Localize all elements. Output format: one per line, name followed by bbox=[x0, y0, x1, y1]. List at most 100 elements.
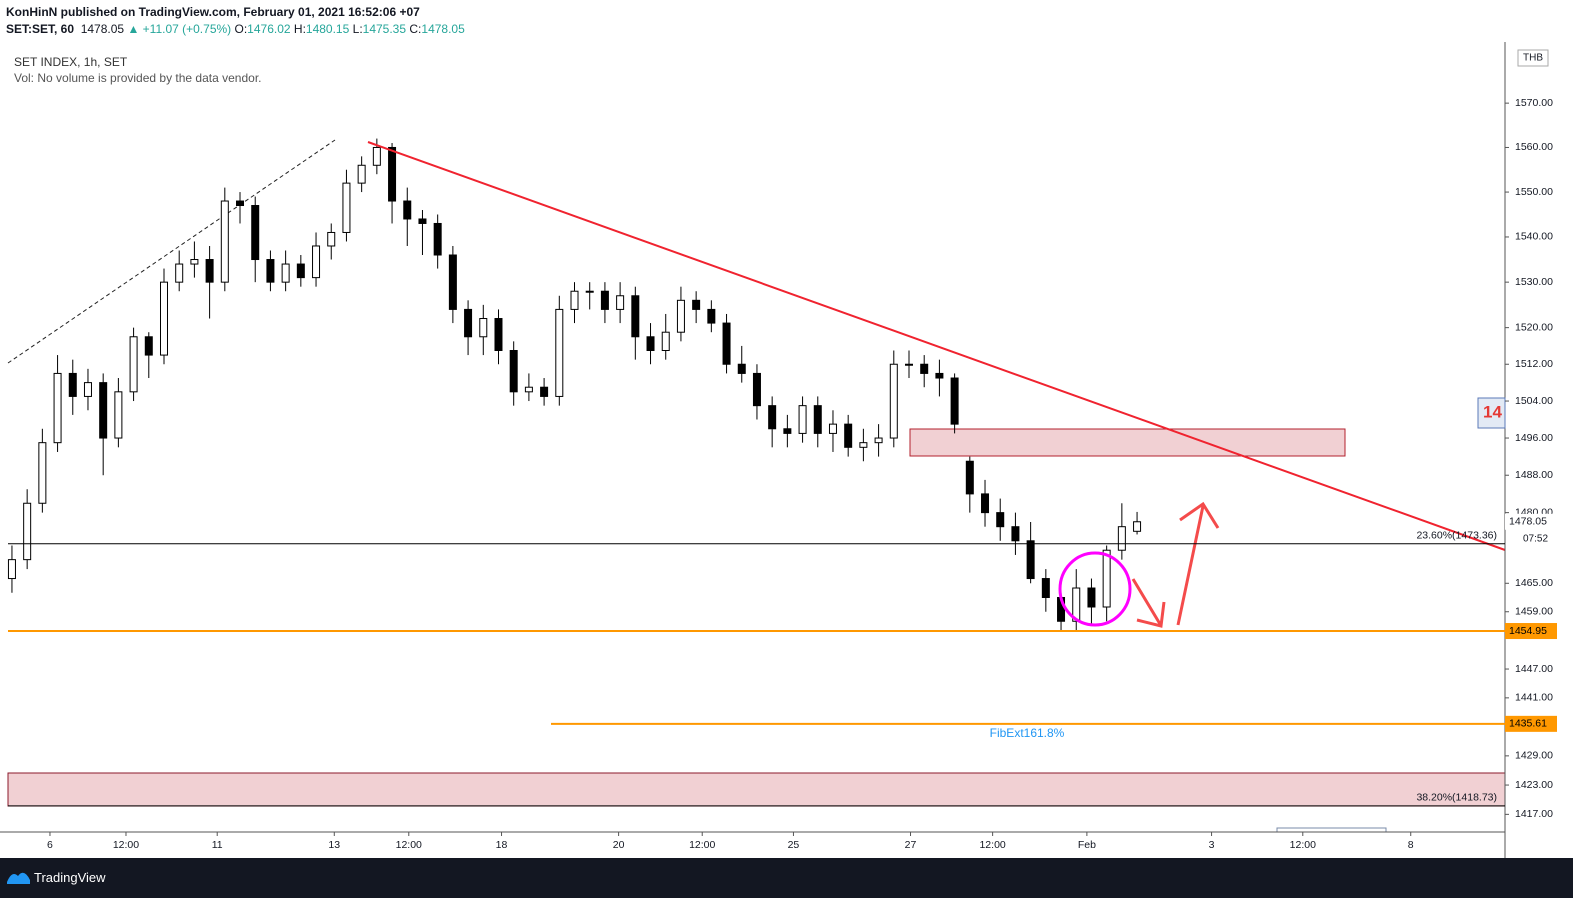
candle-body bbox=[1102, 549, 1111, 608]
candle-body bbox=[418, 218, 427, 224]
symbol: SET:SET, 60 bbox=[6, 22, 75, 36]
candle-body bbox=[342, 182, 351, 233]
alert-label: 14 bbox=[1483, 402, 1502, 421]
candle-body bbox=[7, 559, 16, 580]
candle-body bbox=[236, 200, 245, 207]
y-tick-label: 1465.00 bbox=[1515, 577, 1553, 589]
candle-body bbox=[676, 299, 685, 333]
candle-body bbox=[403, 200, 412, 220]
candle-body bbox=[920, 363, 929, 374]
candle-body bbox=[114, 391, 123, 439]
candle-body bbox=[692, 299, 701, 310]
candle-body bbox=[266, 259, 275, 283]
chart: THB 14 1570.00 1560.00 1550.00 1540.00 1530.… bbox=[0, 42, 1557, 858]
drawings bbox=[7, 139, 1506, 807]
candle-body bbox=[798, 405, 807, 434]
y-tick-label: 1417.00 bbox=[1515, 808, 1553, 820]
x-tick-label: 12:00 bbox=[396, 839, 422, 851]
candle-body bbox=[616, 295, 625, 310]
candle-body bbox=[220, 200, 229, 283]
candle-body bbox=[448, 254, 457, 310]
y-tick-label: 1423.00 bbox=[1515, 779, 1553, 791]
candle-body bbox=[1117, 526, 1126, 551]
candle-body bbox=[479, 318, 488, 338]
y-tick-label: 1530.00 bbox=[1515, 276, 1553, 288]
range-box bbox=[1276, 827, 1387, 833]
level-tag-label: 1454.95 bbox=[1509, 625, 1547, 637]
countdown: 07:52 bbox=[1523, 533, 1548, 544]
candle-body bbox=[1133, 521, 1142, 532]
y-tick-label: 1550.00 bbox=[1515, 186, 1553, 198]
last-price: 1478.05 bbox=[80, 22, 125, 36]
candle-body bbox=[540, 386, 549, 397]
candle-body bbox=[357, 164, 366, 184]
candle-body bbox=[874, 437, 883, 444]
candle-body bbox=[1041, 578, 1050, 598]
candle-body bbox=[752, 372, 761, 407]
candle-body bbox=[996, 512, 1005, 528]
candle-body bbox=[661, 331, 670, 351]
candle-body bbox=[1087, 587, 1096, 608]
legend-title: SET INDEX, 1h, SET bbox=[14, 55, 128, 69]
candles bbox=[7, 138, 1142, 631]
legend-volume: Vol: No volume is provided by the data v… bbox=[14, 71, 262, 85]
candle-body bbox=[281, 263, 290, 283]
x-tick-label: 20 bbox=[613, 839, 625, 851]
candle-body bbox=[190, 259, 199, 265]
candle-body bbox=[600, 290, 609, 310]
candle-body bbox=[144, 336, 153, 356]
x-tick-label: 6 bbox=[47, 839, 53, 851]
trend-line bbox=[367, 141, 1506, 551]
candle-body bbox=[768, 405, 777, 430]
x-tick-label: 27 bbox=[905, 839, 917, 851]
footer: TradingView bbox=[0, 858, 1573, 898]
candle-body bbox=[23, 502, 32, 561]
candle-body bbox=[889, 363, 898, 439]
fib-ext-label: FibExt161.8% bbox=[990, 726, 1065, 740]
alert-box bbox=[1477, 397, 1506, 429]
candle-body bbox=[904, 363, 913, 366]
candle-body bbox=[38, 442, 47, 504]
l-label: L: bbox=[352, 22, 363, 36]
candle-body bbox=[296, 263, 305, 279]
last-price-tag bbox=[1505, 513, 1557, 530]
x-tick-label: Feb bbox=[1078, 839, 1096, 851]
candle-body bbox=[205, 259, 214, 283]
zone-resistance bbox=[909, 428, 1346, 457]
y-tick-label: 1504.00 bbox=[1515, 395, 1553, 407]
y-tick-label: 1540.00 bbox=[1515, 231, 1553, 243]
candle-body bbox=[950, 377, 959, 425]
y-tick-label: 1560.00 bbox=[1515, 141, 1553, 153]
y-tick-label: 1570.00 bbox=[1515, 97, 1553, 109]
y-tick-label: 1488.00 bbox=[1515, 469, 1553, 481]
symbol-line: SET:SET, 60 1478.05 ▲ +11.07 (+0.75%) O:… bbox=[6, 22, 465, 36]
candle-body bbox=[175, 263, 184, 283]
candle-body bbox=[1026, 540, 1035, 580]
dashed-trend bbox=[7, 139, 336, 364]
x-tick-label: 12:00 bbox=[1290, 839, 1316, 851]
x-tick-label: 18 bbox=[496, 839, 508, 851]
candle-body bbox=[585, 290, 594, 293]
candle-body bbox=[555, 308, 564, 397]
currency: THB bbox=[1523, 53, 1543, 64]
x-tick-label: 25 bbox=[788, 839, 800, 851]
level-tag-label: 1435.61 bbox=[1509, 718, 1547, 730]
candle-body bbox=[388, 146, 397, 202]
y-tick-label: 1447.00 bbox=[1515, 663, 1553, 675]
candle-body bbox=[646, 336, 655, 351]
candle-body bbox=[859, 442, 868, 448]
candle-body bbox=[68, 372, 77, 397]
x-tick-label: 12:00 bbox=[979, 839, 1005, 851]
x-tick-label: 12:00 bbox=[113, 839, 139, 851]
candle-body bbox=[935, 372, 944, 379]
change: ▲ +11.07 (+0.75%) bbox=[127, 22, 232, 36]
level-tag bbox=[1505, 623, 1557, 640]
candle-body bbox=[813, 405, 822, 434]
x-tick-label: 11 bbox=[212, 839, 223, 851]
h-value: 1480.15 bbox=[305, 22, 350, 36]
x-tick-label: 3 bbox=[1209, 839, 1215, 851]
level-tag bbox=[1505, 715, 1557, 732]
annotations bbox=[367, 141, 1506, 833]
candle-body bbox=[1011, 526, 1020, 542]
candle-body bbox=[707, 308, 716, 324]
